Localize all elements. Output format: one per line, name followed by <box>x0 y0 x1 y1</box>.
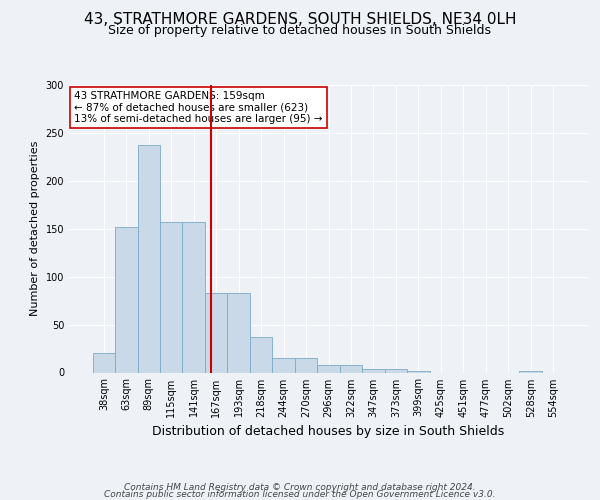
X-axis label: Distribution of detached houses by size in South Shields: Distribution of detached houses by size … <box>152 425 505 438</box>
Text: Size of property relative to detached houses in South Shields: Size of property relative to detached ho… <box>109 24 491 37</box>
Text: Contains public sector information licensed under the Open Government Licence v3: Contains public sector information licen… <box>104 490 496 499</box>
Text: Contains HM Land Registry data © Crown copyright and database right 2024.: Contains HM Land Registry data © Crown c… <box>124 484 476 492</box>
Bar <box>385 368 407 372</box>
Bar <box>137 146 160 372</box>
Text: 43, STRATHMORE GARDENS, SOUTH SHIELDS, NE34 0LH: 43, STRATHMORE GARDENS, SOUTH SHIELDS, N… <box>84 12 516 28</box>
Bar <box>295 358 317 372</box>
Bar <box>317 365 340 372</box>
Bar <box>160 222 182 372</box>
Bar <box>340 365 362 372</box>
Bar <box>520 370 542 372</box>
Text: 43 STRATHMORE GARDENS: 159sqm
← 87% of detached houses are smaller (623)
13% of : 43 STRATHMORE GARDENS: 159sqm ← 87% of d… <box>74 91 323 124</box>
Bar <box>272 358 295 372</box>
Bar <box>407 370 430 372</box>
Bar <box>182 222 205 372</box>
Bar <box>205 293 227 372</box>
Bar <box>115 227 137 372</box>
Bar <box>227 293 250 372</box>
Y-axis label: Number of detached properties: Number of detached properties <box>30 141 40 316</box>
Bar <box>92 354 115 372</box>
Bar <box>362 368 385 372</box>
Bar <box>250 337 272 372</box>
